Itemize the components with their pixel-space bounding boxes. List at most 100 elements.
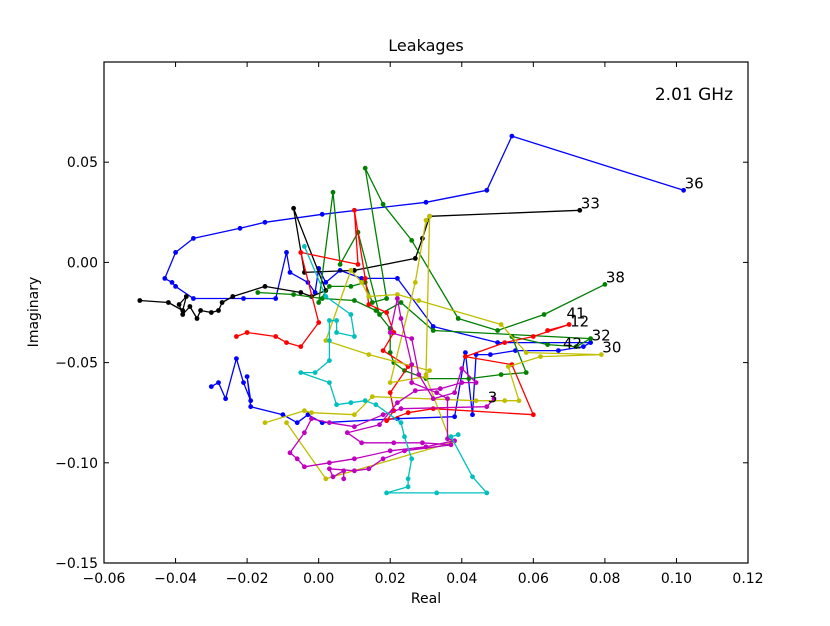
data-point [448, 442, 454, 448]
data-point [412, 256, 418, 261]
data-point [298, 250, 304, 255]
data-point [588, 340, 593, 345]
data-point [488, 352, 493, 357]
data-point [348, 400, 354, 406]
data-point [545, 342, 550, 347]
data-point [430, 396, 436, 402]
data-point [302, 430, 307, 436]
data-point [495, 328, 500, 333]
data-point [427, 213, 432, 219]
data-point [216, 308, 221, 313]
data-point [330, 474, 336, 480]
data-point [398, 420, 404, 426]
data-point [262, 284, 268, 289]
data-point [180, 308, 186, 313]
data-point [470, 412, 475, 418]
data-point [452, 390, 457, 396]
data-point [187, 304, 193, 309]
data-point [248, 398, 254, 404]
data-point [423, 444, 429, 450]
data-point [327, 460, 332, 466]
data-point [369, 394, 375, 400]
series-end-label: 38 [606, 268, 625, 286]
data-point [602, 282, 608, 287]
data-point [219, 300, 225, 305]
data-point [334, 318, 339, 323]
data-point [248, 404, 254, 410]
x-tick-label: 0.02 [375, 571, 406, 587]
data-point [427, 368, 432, 373]
data-point [445, 436, 450, 442]
data-point [241, 380, 246, 385]
data-point [244, 330, 250, 335]
data-point [234, 356, 239, 361]
data-point [395, 400, 400, 406]
data-point [348, 312, 354, 317]
data-point [412, 280, 418, 285]
data-point [398, 406, 404, 412]
data-point [380, 201, 386, 207]
data-point [491, 396, 497, 402]
data-point [373, 308, 379, 313]
data-point [191, 296, 196, 301]
series-end-label: 30 [602, 339, 621, 357]
data-point [377, 422, 382, 428]
data-point [366, 466, 372, 472]
data-point [284, 340, 289, 345]
series-7 [298, 244, 490, 496]
data-point [327, 380, 332, 385]
data-point [387, 380, 393, 385]
data-point [470, 474, 475, 480]
data-point [180, 312, 186, 317]
data-point [319, 211, 325, 217]
data-point [384, 310, 389, 315]
data-point [502, 340, 508, 345]
data-point [448, 434, 454, 440]
data-point [459, 366, 465, 371]
data-point [416, 372, 422, 377]
data-point [352, 412, 357, 418]
data-point [573, 344, 579, 349]
data-point [384, 418, 389, 424]
data-point [384, 296, 389, 301]
data-point [387, 448, 393, 454]
data-point [294, 420, 300, 426]
x-tick-label: 0.10 [661, 571, 692, 587]
data-point [359, 276, 364, 281]
data-point [255, 290, 261, 295]
data-point [588, 336, 593, 341]
series-1 [162, 133, 686, 426]
data-point [173, 250, 179, 255]
data-point [334, 402, 339, 408]
data-point [309, 410, 314, 416]
x-tick-label: 0.04 [446, 571, 477, 587]
data-point [391, 440, 397, 446]
data-point [327, 420, 332, 426]
data-point [137, 298, 143, 303]
data-point [334, 330, 339, 335]
series-end-label: 3 [488, 389, 498, 407]
series-line [289, 297, 495, 479]
data-point [384, 490, 389, 496]
data-point [423, 374, 429, 379]
data-point [409, 456, 415, 462]
series-layer [137, 133, 686, 496]
x-tick-label: 0.08 [589, 571, 620, 587]
data-point [484, 404, 490, 410]
series-end-label: 36 [685, 174, 704, 192]
data-point [305, 412, 311, 418]
data-point [402, 434, 407, 440]
series-line [264, 215, 602, 480]
data-point [463, 350, 468, 355]
data-point [298, 290, 304, 295]
data-point [309, 416, 314, 422]
data-point [273, 296, 279, 301]
data-point [502, 398, 508, 404]
data-point [398, 300, 404, 305]
data-point [223, 396, 229, 402]
series-end-label: 12 [570, 313, 589, 331]
data-point [291, 205, 296, 211]
data-point [330, 189, 336, 195]
data-point [455, 432, 461, 438]
